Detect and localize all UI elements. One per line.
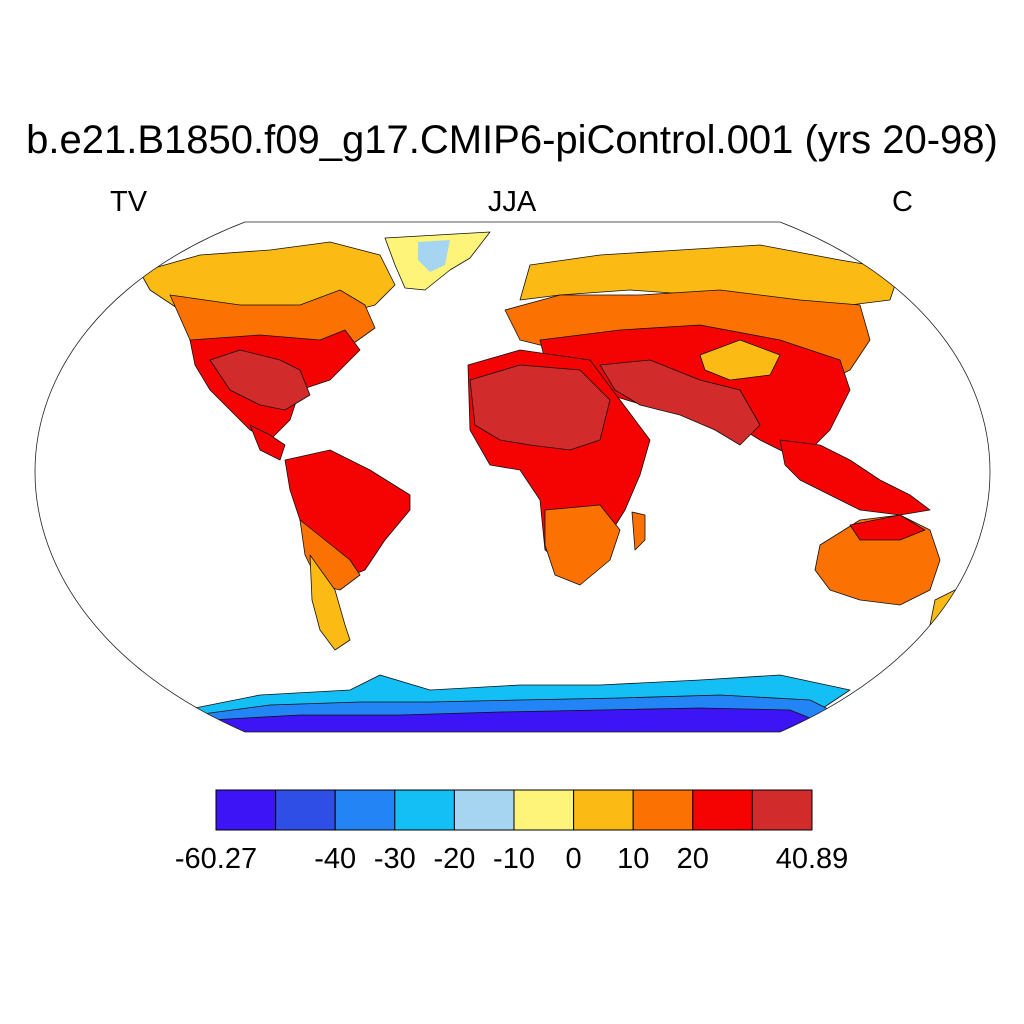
australia bbox=[814, 514, 941, 606]
southeast-asia bbox=[779, 439, 931, 516]
colorbar-tick-label: -40 bbox=[314, 843, 356, 875]
colorbar-tick-label: 20 bbox=[677, 843, 709, 875]
right-subtitle: C bbox=[892, 186, 913, 218]
middle-east-hot bbox=[599, 359, 761, 446]
colorbar-box bbox=[632, 789, 694, 831]
colorbar-box bbox=[573, 789, 634, 831]
eurasia-north bbox=[519, 244, 901, 306]
colorbar-box bbox=[334, 789, 396, 831]
colorbar-tick-label: -20 bbox=[433, 843, 475, 875]
map-outline bbox=[34, 221, 991, 733]
colorbar-tick-label: -60.27 bbox=[175, 843, 257, 875]
australia-north bbox=[849, 514, 926, 541]
tibet bbox=[699, 339, 781, 381]
greenland-interior bbox=[418, 240, 450, 272]
patagonia bbox=[309, 554, 351, 651]
colorbar: -60.27 -40 -30 -20 -10 0 10 20 40.89 bbox=[175, 789, 848, 875]
colorbar-tick-label: 40.89 bbox=[776, 843, 849, 875]
plot-title: b.e21.B1850.f09_g17.CMIP6-piControl.001 … bbox=[26, 118, 998, 162]
sahara-hot bbox=[469, 364, 611, 451]
africa-south bbox=[544, 504, 621, 586]
north-america-hot bbox=[209, 349, 311, 411]
center-subtitle: JJA bbox=[487, 186, 537, 218]
madagascar bbox=[631, 511, 646, 551]
colorbar-box bbox=[692, 789, 753, 831]
colorbar-tick-label: 0 bbox=[566, 843, 582, 875]
central-america bbox=[249, 424, 286, 461]
left-subtitle: TV bbox=[110, 186, 148, 218]
colorbar-box bbox=[215, 789, 277, 831]
colorbar-tick-label: -10 bbox=[493, 843, 535, 875]
colorbar-labels: -60.27 -40 -30 -20 -10 0 10 20 40.89 bbox=[175, 843, 848, 875]
colorbar-box bbox=[394, 789, 455, 831]
world-map bbox=[34, 221, 991, 733]
colorbar-tick-label: 10 bbox=[617, 843, 649, 875]
colorbar-box bbox=[513, 789, 575, 831]
new-zealand bbox=[929, 579, 976, 626]
colorbar-box bbox=[453, 789, 515, 831]
colorbar-tick-label: -30 bbox=[374, 843, 416, 875]
colorbar-boxes bbox=[215, 789, 813, 831]
antarctica-interior bbox=[209, 707, 811, 732]
colorbar-box bbox=[751, 789, 813, 831]
colorbar-box bbox=[275, 789, 336, 831]
